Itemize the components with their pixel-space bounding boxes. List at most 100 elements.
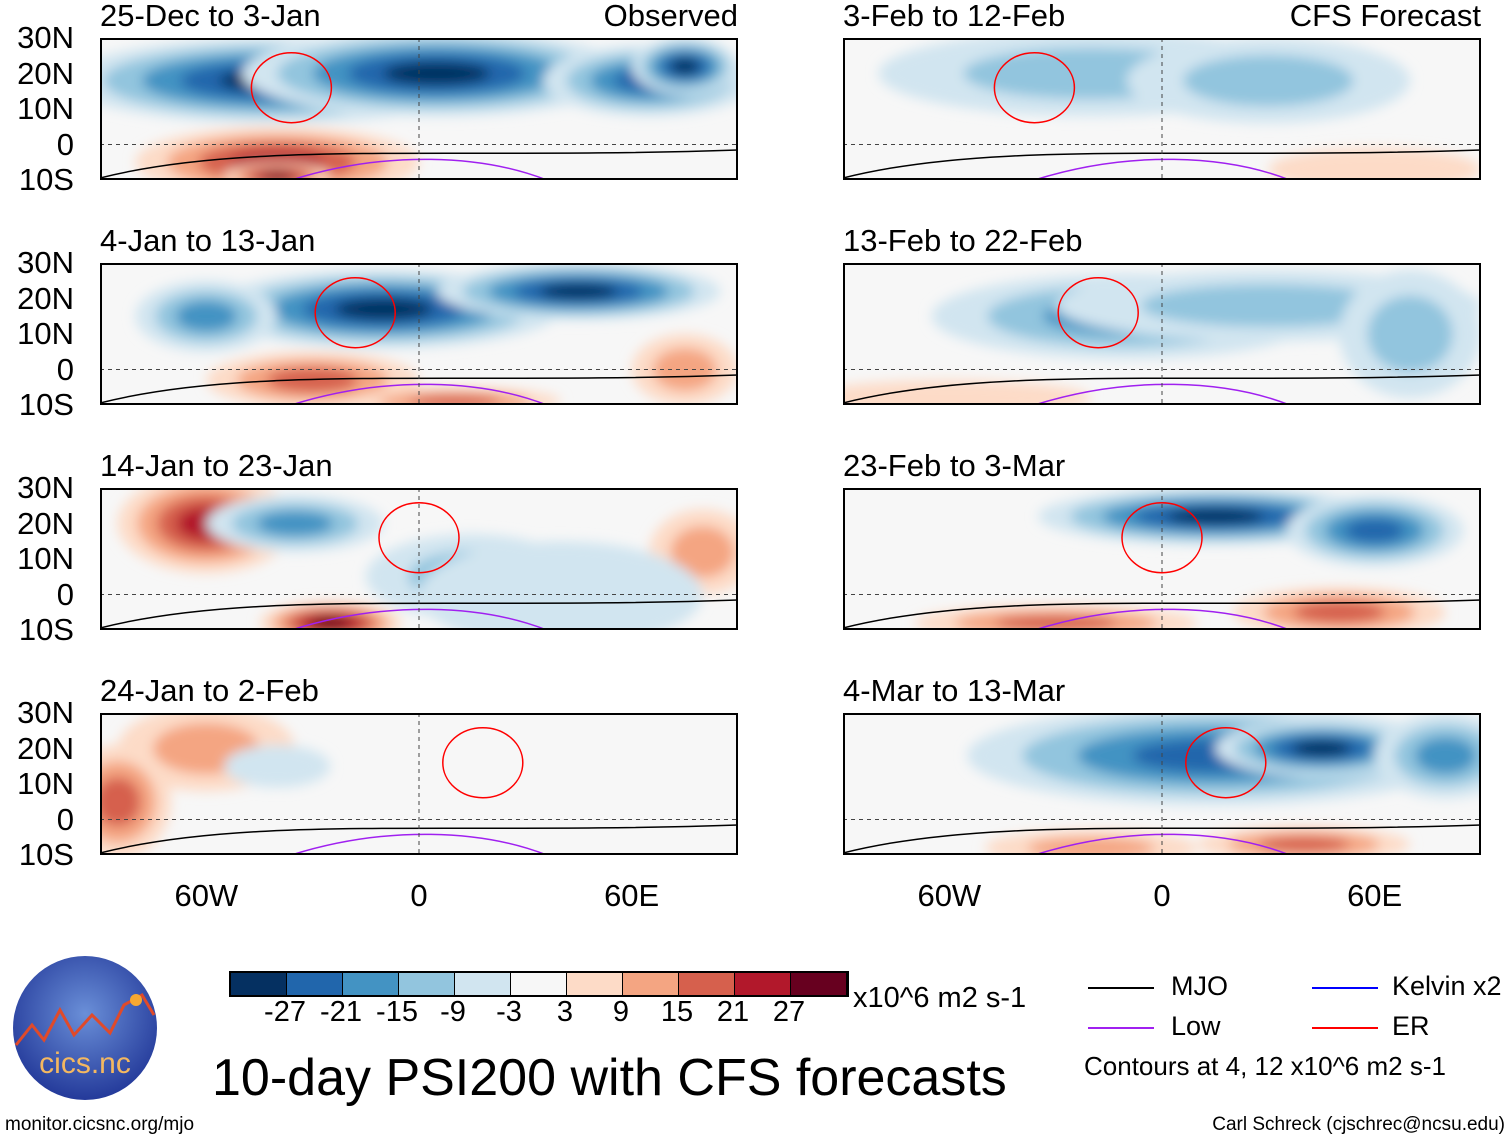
er-contour [314,276,396,349]
colorbar-label: -15 [376,996,418,1028]
er-contour [1121,501,1203,574]
map-field [100,38,738,180]
lat-label: 10S [18,837,74,872]
field-contour [994,615,1117,630]
colorbar-swatch [455,973,511,995]
map-panel: 4-Jan to 13-Jan [100,223,738,405]
colorbar-swatch [399,973,455,995]
legend-line-low [1088,1027,1154,1029]
field-contour [408,395,501,405]
field-contour [539,283,618,300]
field-contour [175,301,237,332]
er-contour [1057,276,1139,349]
contour-note: Contours at 4, 12 x10^6 m2 s-1 [1084,1051,1446,1081]
map-panel: 23-Feb to 3-Mar [843,448,1481,630]
lon-label: 60W [174,878,239,913]
lon-label: 0 [410,878,428,913]
colorbar-label: 21 [716,996,750,1028]
lat-label: 10S [18,612,74,647]
lat-label: 20N [17,505,74,541]
field-contour [1027,837,1155,855]
column-label: Observed [603,0,738,33]
svg-text:cics.nc: cics.nc [39,1047,131,1080]
colorbar-swatch [623,973,679,995]
panel-title: 4-Jan to 13-Jan [100,223,316,258]
field-contour [100,777,141,827]
panel-title: 23-Feb to 3-Mar [843,448,1066,483]
field-contour [419,541,703,630]
lat-label: 30N [17,695,74,730]
colorbar-label: -3 [496,996,522,1028]
low-contour [1034,383,1290,405]
lat-label: 10N [17,541,74,576]
lat-label: 30N [17,245,74,280]
low-contour [291,833,547,855]
field-contour [224,744,331,788]
lat-label: 20N [17,280,74,316]
colorbar-swatch [511,973,567,995]
mjo-contour [100,599,738,629]
field-contour [311,617,350,629]
mjo-contour [100,149,738,179]
field-contour [1293,601,1385,623]
panel-title: 14-Jan to 23-Jan [100,448,333,483]
lat-label: 0 [56,126,74,162]
colorbar [229,971,849,997]
lat-label: 20N [17,55,74,91]
panel-title: 24-Jan to 2-Feb [100,673,319,708]
lat-label: 10S [18,387,74,422]
mjo-contour [100,374,738,404]
map-panel: 14-Jan to 23-Jan [100,448,738,630]
low-contour [291,383,547,405]
map-field [100,263,738,405]
field-contour [1268,148,1481,180]
colorbar-label: -9 [440,996,466,1028]
low-contour [1034,608,1290,630]
colorbar-label: 9 [612,996,630,1028]
lat-label: 0 [56,576,74,612]
map-panel: 24-Jan to 2-Feb [100,673,738,855]
er-contour [993,51,1076,124]
mjo-contour [843,149,1481,179]
lat-label: 30N [17,470,74,505]
panel-frame [100,488,738,630]
field-contour [1166,508,1264,525]
map-field [843,38,1481,180]
map-panel: 25-Dec to 3-Jan Observed [100,0,738,180]
panel-frame [843,713,1481,855]
lon-label: 60E [1347,878,1403,913]
field-contour [1345,518,1405,543]
legend-label-er: ER [1392,1011,1430,1041]
lat-label: 10N [17,316,74,351]
field-contour [843,380,1092,405]
map-panel: 3-Feb to 12-Feb CFS Forecast [843,0,1481,180]
er-contour [442,726,524,799]
map-field [843,713,1481,855]
field-contour [1415,737,1476,774]
colorbar-label: 15 [660,996,694,1028]
panel-title: 3-Feb to 12-Feb [843,0,1066,33]
colorbar-label: -27 [264,996,306,1028]
map-panel: 13-Feb to 22-Feb [843,223,1481,405]
legend-label-kelvin: Kelvin x2 [1392,971,1502,1001]
er-contour [250,51,333,124]
map-field [100,488,738,630]
field-contour [1258,836,1350,852]
units-label: x10^6 m2 s-1 [853,982,1027,1014]
colorbar-label: -21 [320,996,362,1028]
panel-frame [843,38,1481,180]
lat-label: 0 [56,801,74,837]
field-contour [1183,55,1354,107]
panel-title: 4-Mar to 13-Mar [843,673,1066,708]
colorbar-swatch [343,973,399,995]
map-field [100,713,738,855]
lat-label: 10N [17,91,74,126]
field-contour [383,61,490,86]
legend-label-low: Low [1171,1011,1221,1041]
field-contour [1367,295,1453,373]
lat-label: 20N [17,730,74,766]
colorbar-swatch [567,973,623,995]
map-panel: 4-Mar to 13-Mar [843,673,1481,855]
lat-label: 0 [56,351,74,387]
